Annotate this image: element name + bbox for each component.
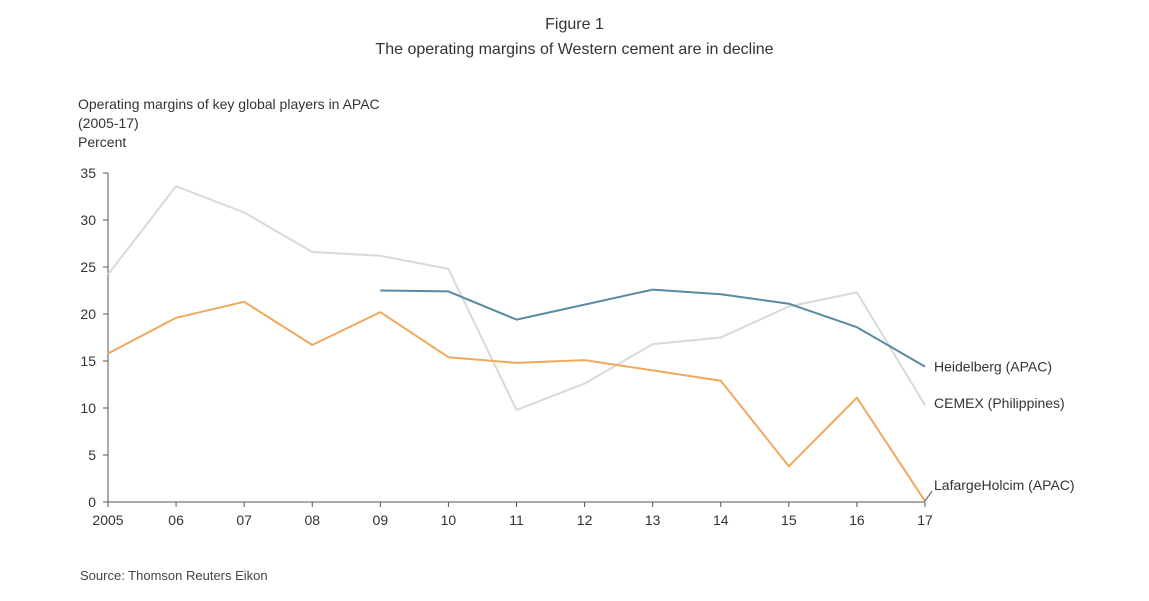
series-label-cemex-philippines: CEMEX (Philippines): [934, 395, 1065, 411]
data-point-cemex-philippines: [788, 305, 790, 307]
data-point-lafargeholcim-apac: [243, 301, 245, 303]
data-point-heidelberg-apac: [720, 293, 722, 295]
y-tick-label: 15: [80, 353, 96, 369]
y-tick-label: 30: [80, 212, 96, 228]
series-line-heidelberg-apac: [380, 288, 926, 368]
data-point-lafargeholcim-apac: [720, 380, 722, 382]
data-point-lafargeholcim-apac: [175, 317, 177, 319]
data-point-cemex-philippines: [584, 383, 586, 385]
data-point-lafargeholcim-apac: [652, 369, 654, 371]
y-tick-label: 35: [80, 165, 96, 181]
data-point-cemex-philippines: [516, 409, 518, 411]
data-point-lafargeholcim-apac: [856, 397, 858, 399]
y-tick-label: 25: [80, 259, 96, 275]
chart-subtitle-years: (2005-17): [78, 115, 139, 131]
x-tick-label: 07: [236, 512, 252, 528]
label-leader-line: [924, 490, 933, 502]
x-tick-label: 12: [577, 512, 593, 528]
data-point-cemex-philippines: [652, 343, 654, 345]
data-point-cemex-philippines: [447, 268, 449, 270]
data-point-lafargeholcim-apac: [379, 311, 381, 313]
data-point-cemex-philippines: [175, 185, 177, 187]
series-labels: CEMEX (Philippines) LafargeHolcim (APAC) H…: [924, 359, 1075, 502]
chart-subtitle: Operating margins of key global players …: [78, 96, 380, 112]
x-tick-label: 10: [441, 512, 457, 528]
data-point-cemex-philippines: [311, 251, 313, 253]
data-point-heidelberg-apac: [788, 303, 790, 305]
series-line-cemex-philippines: [107, 185, 926, 411]
data-point-cemex-philippines: [720, 337, 722, 339]
x-tick-label: 17: [917, 512, 933, 528]
y-tick-label: 5: [88, 447, 96, 463]
series-line-lafargeholcim-apac: [107, 300, 926, 502]
figure-label: Figure 1: [545, 16, 604, 33]
data-point-lafargeholcim-apac: [516, 362, 518, 364]
data-point-lafargeholcim-apac: [788, 465, 790, 467]
x-tick-label: 09: [373, 512, 389, 528]
data-point-cemex-philippines: [856, 291, 858, 293]
x-tick-label: 06: [168, 512, 184, 528]
data-point-heidelberg-apac: [379, 290, 381, 292]
x-tick-label: 2005: [92, 512, 123, 528]
y-tick-label: 20: [80, 306, 96, 322]
data-point-cemex-philippines: [243, 211, 245, 213]
data-point-heidelberg-apac: [856, 326, 858, 328]
chart-axes: 0 5 10 15 20 25 30 35 2005 06 07 08 09 10 11 12 13 14 15 16…: [80, 165, 933, 528]
data-point-heidelberg-apac: [584, 304, 586, 306]
y-axis-label: Percent: [78, 134, 127, 150]
chart-series: [107, 185, 926, 502]
data-point-lafargeholcim-apac: [107, 352, 109, 354]
x-tick-label: 16: [849, 512, 865, 528]
data-point-heidelberg-apac: [516, 319, 518, 321]
data-point-lafargeholcim-apac: [584, 359, 586, 361]
data-point-lafargeholcim-apac: [311, 344, 313, 346]
x-tick-label: 14: [713, 512, 729, 528]
x-tick-label: 15: [781, 512, 797, 528]
data-point-cemex-philippines: [924, 404, 926, 406]
data-point-cemex-philippines: [107, 274, 109, 276]
data-point-heidelberg-apac: [447, 290, 449, 292]
data-point-heidelberg-apac: [924, 366, 926, 368]
y-tick-label: 0: [88, 494, 96, 510]
y-tick-label: 10: [80, 400, 96, 416]
data-point-lafargeholcim-apac: [447, 356, 449, 358]
series-label-lafargeholcim-apac: LafargeHolcim (APAC): [934, 477, 1075, 493]
data-point-cemex-philippines: [379, 255, 381, 257]
figure-title: The operating margins of Western cement …: [375, 41, 774, 58]
x-tick-label: 11: [509, 512, 524, 528]
series-label-heidelberg-apac: Heidelberg (APAC): [934, 359, 1052, 375]
x-tick-label: 08: [304, 512, 320, 528]
x-tick-label: 13: [645, 512, 661, 528]
source-note: Source: Thomson Reuters Eikon: [80, 568, 268, 583]
data-point-heidelberg-apac: [652, 289, 654, 291]
